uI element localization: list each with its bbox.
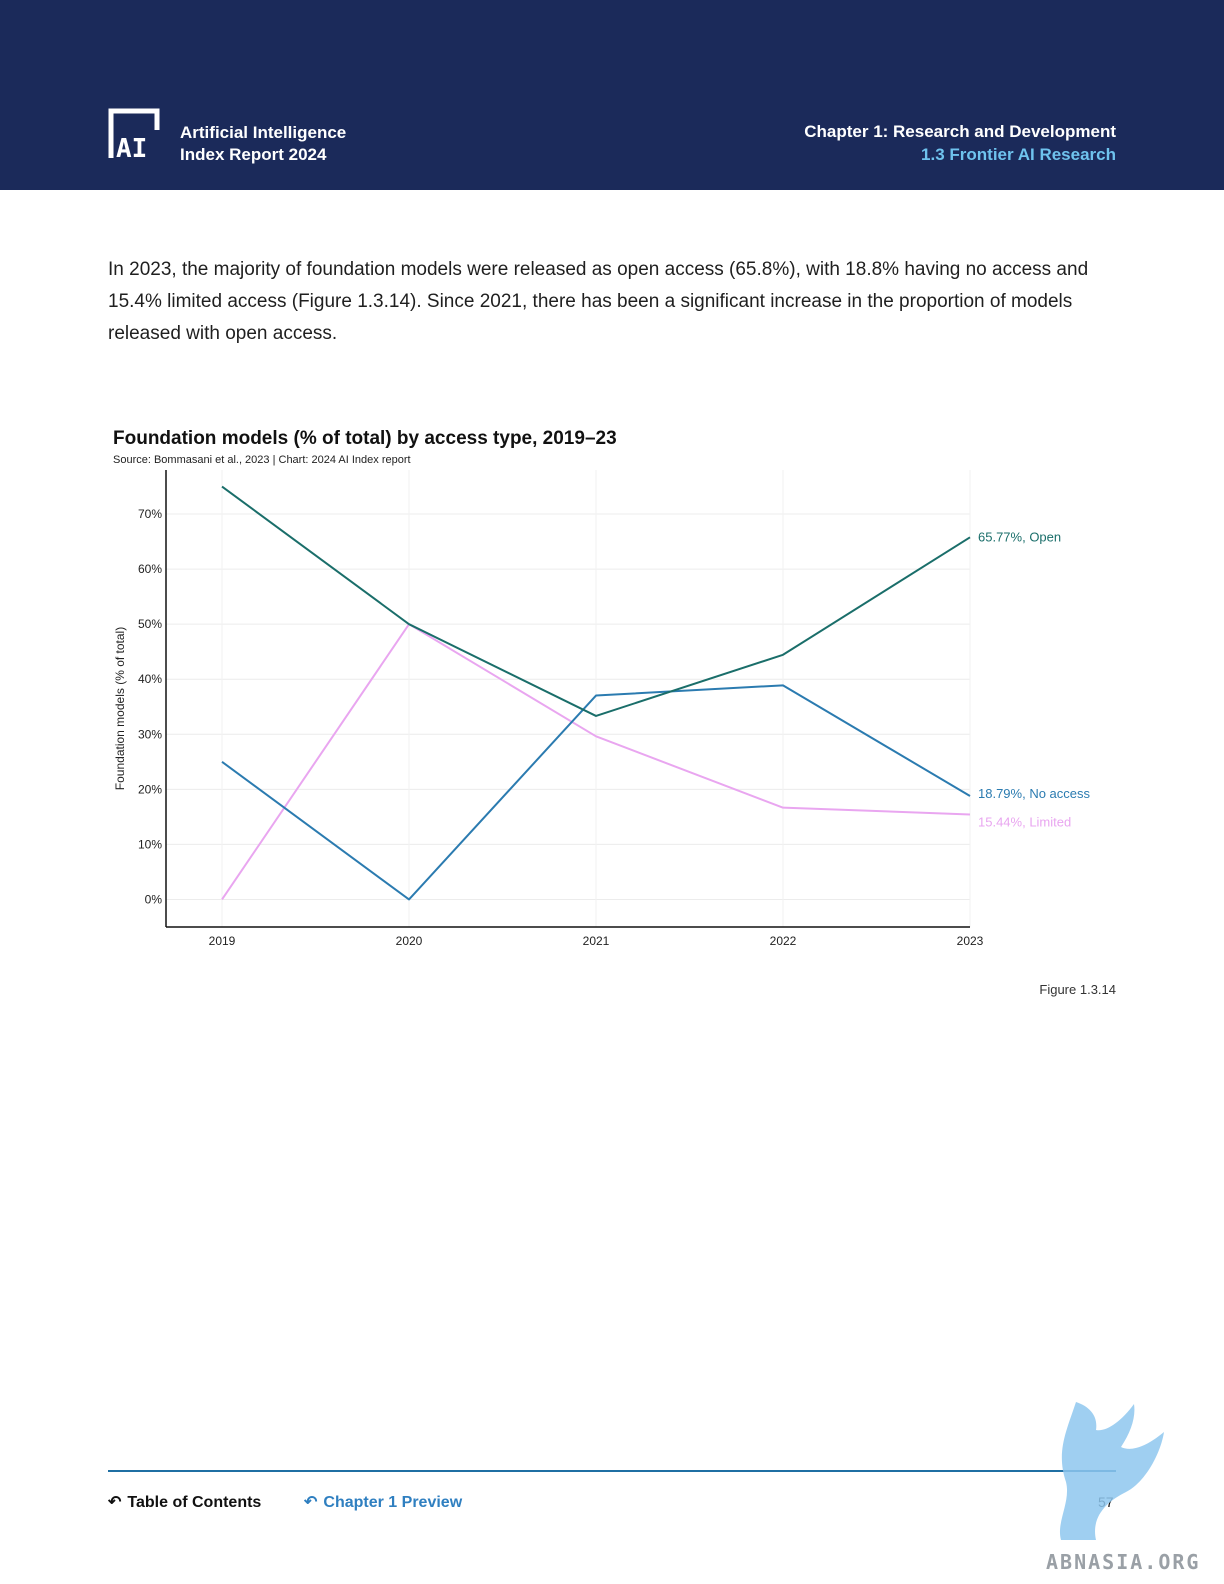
series-line-limited bbox=[221, 623, 971, 901]
section-title: 1.3 Frontier AI Research bbox=[921, 145, 1116, 164]
y-tick-label: 40% bbox=[138, 672, 162, 686]
chapter-title: Chapter 1: Research and Development bbox=[804, 122, 1116, 141]
y-tick-label: 10% bbox=[138, 837, 162, 851]
chart-title: Foundation models (% of total) by access… bbox=[113, 428, 617, 449]
chart-source: Source: Bommasani et al., 2023 | Chart: … bbox=[113, 454, 411, 466]
series-end-label: 18.79%, No access bbox=[978, 786, 1091, 801]
y-axis-label: Foundation models (% of total) bbox=[113, 627, 127, 790]
figure-label: Figure 1.3.14 bbox=[1039, 982, 1116, 997]
x-tick-label: 2019 bbox=[209, 934, 236, 948]
table-of-contents-link[interactable]: ↶ Table of Contents bbox=[108, 1492, 261, 1512]
series-line-no-access bbox=[221, 684, 971, 901]
chapter-heading: Chapter 1: Research and Development 1.3 … bbox=[804, 120, 1116, 166]
svg-text:AI: AI bbox=[116, 134, 147, 160]
intro-paragraph: In 2023, the majority of foundation mode… bbox=[108, 259, 1089, 344]
footer-divider bbox=[108, 1470, 1116, 1472]
brand-line-2: Index Report 2024 bbox=[180, 145, 327, 164]
preview-label: Chapter 1 Preview bbox=[323, 1494, 463, 1511]
watermark-text: ABNASIA.ORG bbox=[1046, 1550, 1201, 1574]
page-header: AI Artificial Intelligence Index Report … bbox=[0, 0, 1224, 190]
y-tick-label: 50% bbox=[138, 617, 162, 631]
ai-index-logo: AI bbox=[108, 108, 160, 160]
return-arrow-icon: ↶ bbox=[108, 1494, 122, 1511]
series-end-label: 15.44%, Limited bbox=[978, 814, 1071, 829]
griffin-watermark-icon bbox=[1059, 1402, 1164, 1540]
toc-label: Table of Contents bbox=[127, 1494, 262, 1511]
y-tick-label: 0% bbox=[145, 892, 163, 906]
x-tick-label: 2022 bbox=[770, 934, 797, 948]
y-tick-label: 60% bbox=[138, 562, 162, 576]
x-tick-label: 2023 bbox=[957, 934, 984, 948]
brand-line-1: Artificial Intelligence bbox=[180, 123, 347, 142]
y-tick-label: 20% bbox=[138, 782, 162, 796]
return-arrow-icon: ↶ bbox=[304, 1494, 318, 1511]
x-tick-label: 2020 bbox=[396, 934, 423, 948]
y-tick-label: 30% bbox=[138, 727, 162, 741]
series-line-open bbox=[221, 485, 971, 717]
series-end-label: 65.77%, Open bbox=[978, 529, 1061, 544]
x-tick-label: 2021 bbox=[583, 934, 610, 948]
chapter-preview-link[interactable]: ↶ Chapter 1 Preview bbox=[304, 1492, 462, 1512]
y-tick-label: 70% bbox=[138, 507, 162, 521]
report-brand: Artificial Intelligence Index Report 202… bbox=[180, 122, 346, 166]
line-chart: 0% 10% 20% 30% 40% 50% 60% 70% 2019 2020 2021 2022 2… bbox=[113, 470, 1091, 948]
